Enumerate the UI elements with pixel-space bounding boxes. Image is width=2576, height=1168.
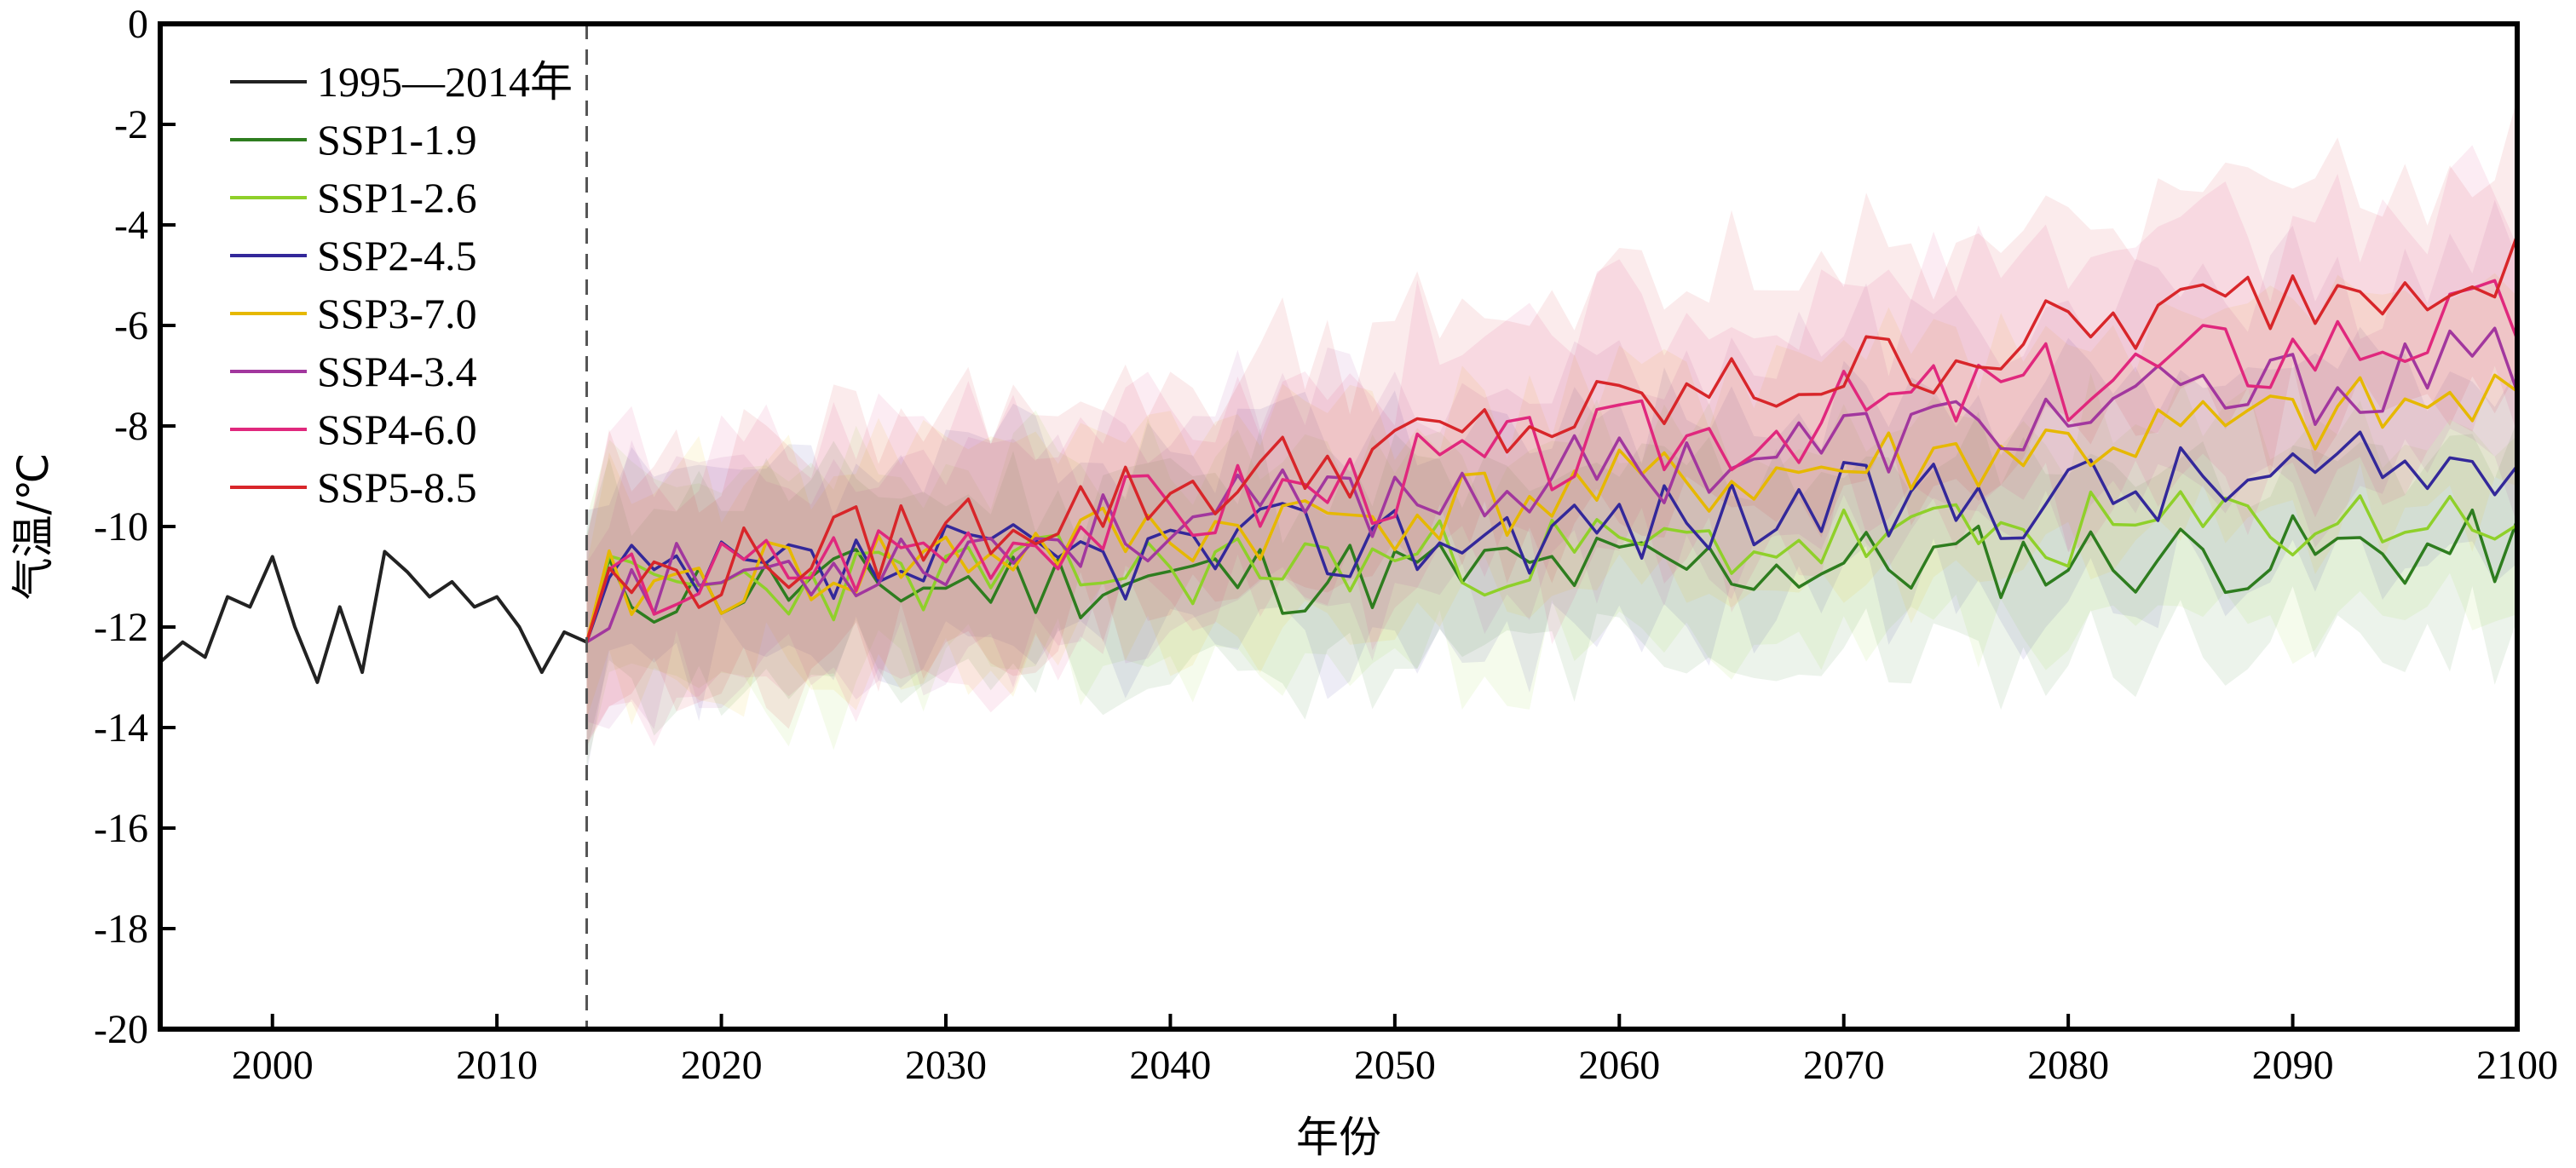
- legend-label: SSP1-2.6: [317, 174, 477, 222]
- legend-label: SSP2-4.5: [317, 232, 477, 279]
- x-tick-label: 2050: [1354, 1043, 1436, 1088]
- x-tick-label: 2020: [681, 1043, 763, 1088]
- legend-label: 1995—2014年: [317, 58, 573, 106]
- y-tick-label: -20: [94, 1007, 148, 1052]
- y-tick-label: -16: [94, 806, 148, 851]
- y-tick-label: -14: [94, 705, 148, 751]
- x-tick-label: 2000: [232, 1043, 314, 1088]
- y-tick-label: -8: [114, 404, 148, 449]
- y-axis-ticks: 0 -2 -4 -6 -8 -10 -12 -14 -16 -18 -20: [94, 2, 176, 1052]
- x-tick-label: 2010: [456, 1043, 538, 1088]
- x-axis-label: 年份: [1296, 1113, 1381, 1162]
- x-tick-label: 2040: [1129, 1043, 1211, 1088]
- series-line: [585, 490, 2518, 643]
- y-tick-label: -4: [114, 203, 148, 248]
- legend-label: SSP3-7.0: [317, 290, 477, 337]
- x-tick-label: 2100: [2476, 1043, 2558, 1088]
- x-tick-label: 2070: [1803, 1043, 1885, 1088]
- legend-label: SSP5-8.5: [317, 463, 477, 511]
- series-line: [585, 234, 2519, 643]
- series-line: [585, 508, 2519, 643]
- uncertainty-band: [586, 145, 2518, 747]
- series-line-historical: [158, 549, 588, 684]
- uncertainty-band: [586, 326, 2518, 774]
- uncertainty-band: [586, 273, 2518, 725]
- uncertainty-band: [586, 411, 2518, 751]
- legend-label: SSP1-1.9: [317, 116, 477, 164]
- y-tick-label: -18: [94, 906, 148, 952]
- legend-label: SSP4-6.0: [317, 406, 477, 453]
- x-tick-label: 2030: [905, 1043, 987, 1088]
- series-line: [585, 373, 2519, 643]
- y-tick-label: -10: [94, 504, 148, 549]
- series-lines: [158, 234, 2519, 684]
- legend-label: SSP4-3.4: [317, 348, 477, 395]
- series-line: [585, 279, 2519, 643]
- uncertainty-band: [586, 372, 2518, 768]
- y-tick-label: -6: [114, 303, 148, 348]
- uncertainty-bands: [586, 98, 2518, 774]
- series-line: [585, 326, 2519, 644]
- x-tick-label: 2080: [2027, 1043, 2109, 1088]
- legend: 1995—2014年 SSP1-1.9 SSP1-2.6 SSP2-4.5 SSP3-7…: [230, 58, 573, 511]
- uncertainty-band: [586, 199, 2518, 729]
- y-tick-label: 0: [128, 2, 148, 47]
- uncertainty-band: [586, 98, 2518, 746]
- y-tick-label: -2: [114, 102, 148, 147]
- series-line: [585, 430, 2519, 643]
- y-tick-label: -12: [94, 605, 148, 650]
- x-axis-ticks: 2000 2010 2020 2030 2040 2050 2060 2070 2080 2090…: [232, 1014, 2558, 1088]
- x-tick-label: 2090: [2252, 1043, 2334, 1088]
- y-axis-label: 气温/℃: [9, 453, 58, 601]
- x-tick-label: 2060: [1578, 1043, 1660, 1088]
